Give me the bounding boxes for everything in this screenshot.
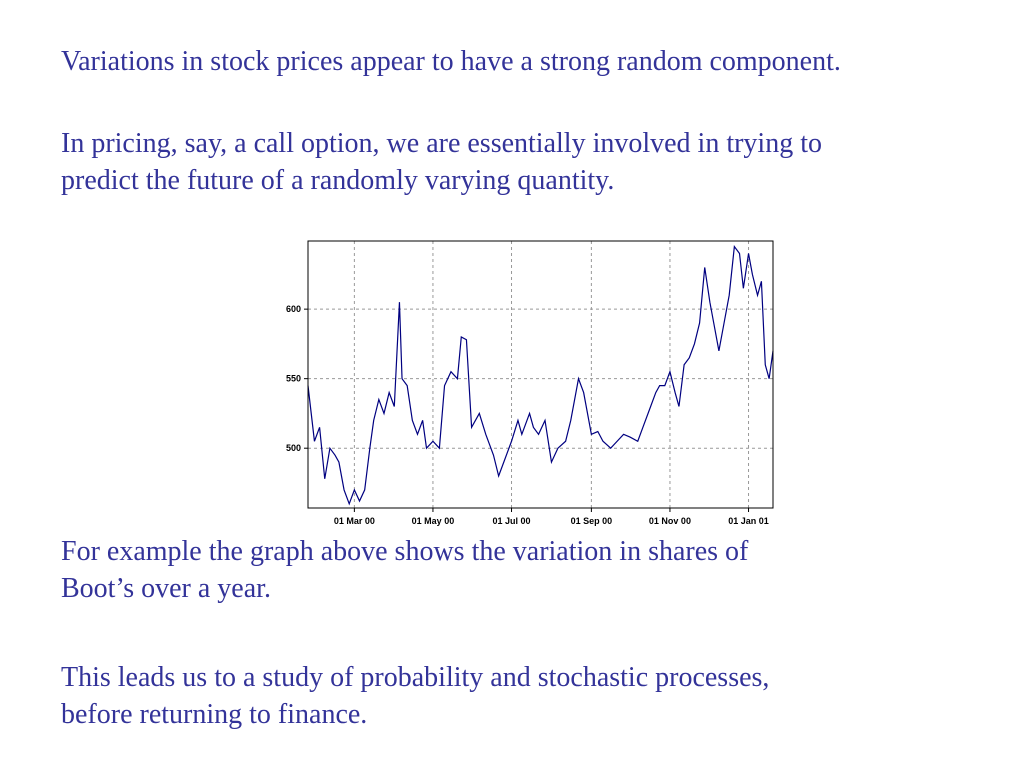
paragraph-line: This leads us to a study of probability … [61, 662, 769, 693]
y-tick-label: 500 [286, 443, 301, 453]
paragraph-line: Variations in stock prices appear to hav… [61, 46, 841, 77]
y-tick-label: 550 [286, 374, 301, 384]
x-tick-label: 01 Sep 00 [571, 516, 613, 526]
x-tick-label: 01 May 00 [412, 516, 455, 526]
paragraph-line: For example the graph above shows the va… [61, 536, 749, 567]
paragraph-line: Boot’s over a year. [61, 573, 271, 604]
x-tick-label: 01 Jan 01 [728, 516, 769, 526]
y-tick-label: 600 [286, 304, 301, 314]
x-tick-label: 01 Mar 00 [334, 516, 375, 526]
price-line [307, 244, 774, 506]
x-tick-label: 01 Nov 00 [649, 516, 691, 526]
paragraph-line: In pricing, say, a call option, we are e… [61, 128, 822, 159]
x-tick-label: 01 Jul 00 [493, 516, 531, 526]
plot-area [307, 240, 774, 509]
paragraph-line: before returning to finance. [61, 699, 367, 730]
plot-frame [307, 240, 774, 509]
paragraph-line: predict the future of a randomly varying… [61, 165, 614, 196]
